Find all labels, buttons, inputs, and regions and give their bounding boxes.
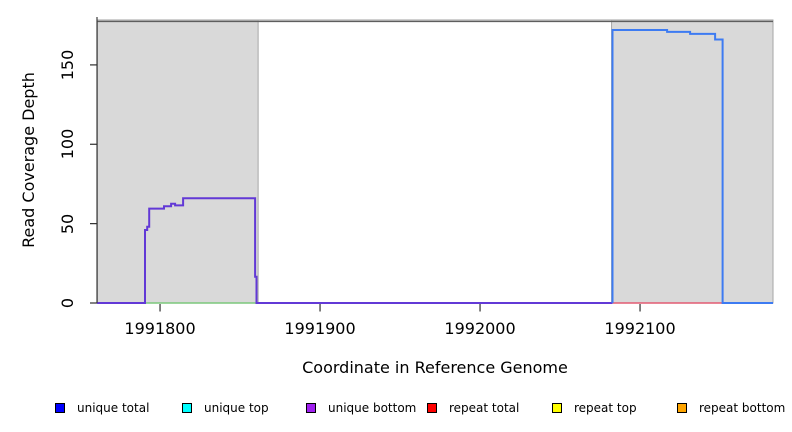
x-tick-label: 1992000 xyxy=(444,319,516,338)
y-tick-label: 50 xyxy=(58,213,77,234)
legend-label: unique total xyxy=(77,400,150,415)
y-tick-label: 100 xyxy=(58,128,77,160)
right-gray-region xyxy=(611,19,774,304)
y-axis-label: Read Coverage Depth xyxy=(19,72,38,248)
legend-label: repeat top xyxy=(574,400,637,415)
legend-swatch-icon xyxy=(427,402,437,413)
left-gray-region xyxy=(96,19,259,304)
legend-item: unique total xyxy=(55,400,149,415)
x-tick-label: 1992100 xyxy=(604,319,676,338)
legend-item: unique top xyxy=(182,400,269,415)
legend-swatch-icon xyxy=(55,402,65,413)
legend-item: unique bottom xyxy=(306,400,416,415)
y-tick-label: 150 xyxy=(58,49,77,81)
legend-label: unique bottom xyxy=(328,400,417,415)
legend-label: repeat bottom xyxy=(699,400,786,415)
legend-swatch-icon xyxy=(306,402,316,413)
legend-item: repeat bottom xyxy=(677,400,785,415)
legend-item: repeat total xyxy=(427,400,519,415)
legend-swatch-icon xyxy=(552,402,562,413)
y-tick-label: 0 xyxy=(58,297,77,309)
legend-swatch-icon xyxy=(677,402,687,413)
legend-swatch-icon xyxy=(182,402,192,413)
legend-item: repeat top xyxy=(552,400,637,415)
x-tick-label: 1991800 xyxy=(124,319,196,338)
series-line-unique-total xyxy=(611,29,773,304)
legend-label: repeat total xyxy=(449,400,520,415)
series-line-unique-bottom xyxy=(97,197,613,304)
x-axis-label: Coordinate in Reference Genome xyxy=(302,358,568,377)
legend-label: unique top xyxy=(204,400,269,415)
x-tick-label: 1991900 xyxy=(284,319,356,338)
